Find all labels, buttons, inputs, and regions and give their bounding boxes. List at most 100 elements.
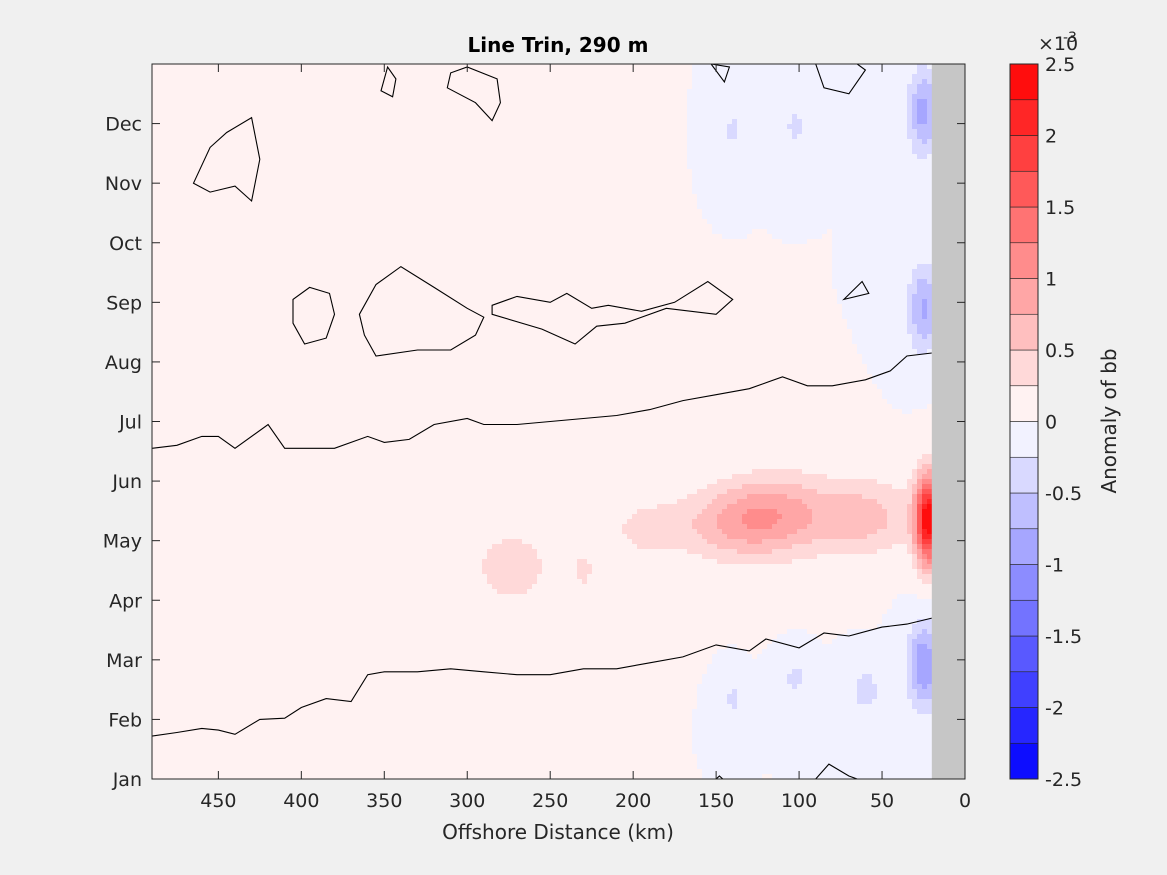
heatmap-cell [312, 64, 318, 70]
heatmap-cell [497, 69, 503, 75]
heatmap-cell [807, 74, 813, 80]
heatmap-cell [757, 64, 763, 70]
heatmap-cell [907, 94, 913, 100]
heatmap-cell [197, 94, 203, 100]
heatmap-cell [812, 99, 818, 105]
heatmap-cell [332, 64, 338, 70]
heatmap-cell [532, 84, 538, 90]
heatmap-cell [867, 84, 873, 90]
heatmap-cell [297, 99, 303, 105]
heatmap-cell [512, 94, 518, 100]
heatmap-cell [522, 64, 528, 70]
heatmap-cell [892, 69, 898, 75]
heatmap-cell [897, 79, 903, 85]
heatmap-cell [762, 79, 768, 85]
heatmap-cell [807, 79, 813, 85]
heatmap-cell [177, 74, 183, 80]
heatmap-cell [737, 89, 743, 95]
heatmap-cell [367, 69, 373, 75]
heatmap-cell [817, 94, 823, 100]
heatmap-cell [647, 69, 653, 75]
heatmap-cell [562, 99, 568, 105]
heatmap-cell [307, 69, 313, 75]
heatmap-cell [702, 94, 708, 100]
heatmap-cell [827, 64, 833, 70]
heatmap-cell [237, 99, 243, 105]
heatmap-cell [207, 69, 213, 75]
heatmap-cell [407, 79, 413, 85]
heatmap-cell [732, 69, 738, 75]
heatmap-cell [407, 64, 413, 70]
heatmap-cell [232, 94, 238, 100]
heatmap-cell [627, 94, 633, 100]
heatmap-cell [242, 94, 248, 100]
heatmap-cell [742, 69, 748, 75]
heatmap-cell [522, 99, 528, 105]
heatmap-cell [747, 64, 753, 70]
heatmap-cell [647, 89, 653, 95]
heatmap-cell [367, 89, 373, 95]
heatmap-cell [282, 89, 288, 95]
heatmap-cell [802, 69, 808, 75]
heatmap-cell [337, 84, 343, 90]
heatmap-cell [592, 64, 598, 70]
heatmap-cell [827, 94, 833, 100]
heatmap-cell [632, 74, 638, 80]
heatmap-cell [462, 74, 468, 80]
heatmap-cell [497, 89, 503, 95]
heatmap-cell [257, 99, 263, 105]
heatmap-cell [477, 89, 483, 95]
heatmap-cell [517, 79, 523, 85]
heatmap-cell [327, 69, 333, 75]
heatmap-cell [767, 84, 773, 90]
heatmap-cell [857, 69, 863, 75]
heatmap-cell [802, 64, 808, 70]
heatmap-cell [602, 94, 608, 100]
heatmap-cell [657, 79, 663, 85]
heatmap-cell [887, 99, 893, 105]
heatmap-cell [842, 99, 848, 105]
heatmap-cell [852, 74, 858, 80]
heatmap-cell [632, 94, 638, 100]
heatmap-cell [212, 69, 218, 75]
heatmap-cell [832, 94, 838, 100]
heatmap-cell [872, 69, 878, 75]
heatmap-cell [232, 69, 238, 75]
heatmap-cell [877, 89, 883, 95]
heatmap-cell [712, 74, 718, 80]
heatmap-cell [457, 74, 463, 80]
heatmap-cell [342, 94, 348, 100]
heatmap-cell [362, 94, 368, 100]
heatmap-cell [852, 64, 858, 70]
heatmap-cell [217, 94, 223, 100]
heatmap-cell [467, 84, 473, 90]
heatmap-cell [762, 69, 768, 75]
heatmap-cell [582, 79, 588, 85]
heatmap-cell [332, 104, 338, 110]
heatmap-cell [327, 84, 333, 90]
heatmap-cell [672, 89, 678, 95]
heatmap-cell [267, 79, 273, 85]
heatmap-cell [657, 84, 663, 90]
heatmap-cell [232, 89, 238, 95]
heatmap-cell [562, 69, 568, 75]
heatmap-cell [857, 99, 863, 105]
heatmap-cell [587, 99, 593, 105]
heatmap-cell [532, 94, 538, 100]
heatmap-cell [692, 84, 698, 90]
heatmap-cell [242, 64, 248, 70]
heatmap-cell [167, 69, 173, 75]
heatmap-cell [417, 64, 423, 70]
heatmap-cell [367, 99, 373, 105]
heatmap-cell [862, 84, 868, 90]
heatmap-cell [542, 99, 548, 105]
heatmap-cell [527, 89, 533, 95]
heatmap-cell [257, 79, 263, 85]
heatmap-cell [787, 79, 793, 85]
heatmap-cell [592, 99, 598, 105]
heatmap-cell [537, 64, 543, 70]
heatmap-cell [237, 69, 243, 75]
heatmap-cell [822, 74, 828, 80]
heatmap-cell [487, 84, 493, 90]
heatmap-cell [752, 84, 758, 90]
